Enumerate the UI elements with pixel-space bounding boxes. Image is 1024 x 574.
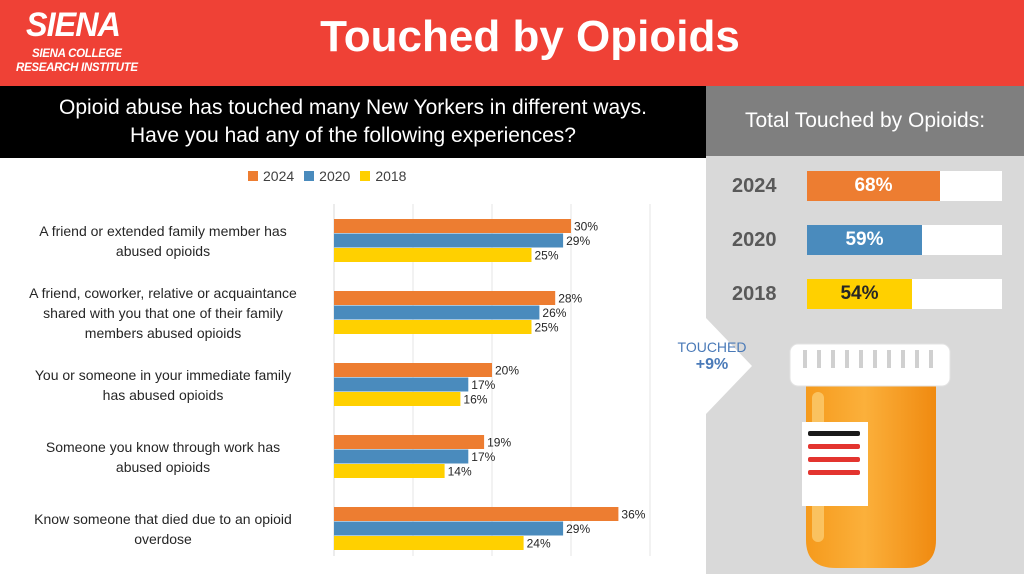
logo-subtitle-institute: RESEARCH INSTITUTE — [16, 62, 138, 74]
legend-label: 2018 — [375, 168, 407, 184]
arrow-shape — [706, 318, 752, 414]
total-row-2024: 2024 68% — [706, 171, 1024, 201]
data-label: 17% — [471, 378, 495, 392]
category-label-line: A friend or extended family member has — [39, 222, 287, 239]
bar-2020 — [334, 521, 564, 536]
category-label: You or someone in your immediate family h… — [2, 365, 324, 405]
total-bar-fill: 59% — [807, 225, 922, 255]
header-bar: SIENA SIENA COLLEGE RESEARCH INSTITUTE T… — [0, 0, 1024, 86]
totals-heading: Total Touched by Opioids: — [706, 86, 1024, 156]
legend-item-2018: 2018 — [360, 168, 406, 184]
page-title: Touched by Opioids — [320, 12, 740, 61]
data-label: 30% — [574, 220, 598, 234]
siena-logo: SIENA SIENA COLLEGE RESEARCH INSTITUTE — [14, 6, 138, 78]
category-label-line: members abused opioids — [84, 324, 242, 341]
bar-2024 — [334, 507, 619, 521]
total-row-2018: 2018 54% — [706, 279, 1024, 309]
bar-2020 — [334, 449, 469, 464]
category-label-line: You or someone in your immediate family — [34, 366, 292, 383]
data-label: 26% — [542, 306, 566, 320]
data-label: 25% — [535, 249, 559, 263]
category-label: Someone you know through work has abused … — [2, 437, 324, 477]
category-label-line: abused opioids — [115, 458, 211, 475]
category-label: A friend or extended family member has ab… — [2, 221, 324, 261]
data-label: 24% — [527, 537, 551, 551]
total-value-label: 59% — [845, 229, 884, 250]
category-label-line: Someone you know through work has — [45, 438, 281, 455]
data-label: 28% — [558, 292, 582, 306]
legend-label: 2024 — [263, 168, 295, 184]
bar-2020 — [334, 305, 540, 320]
total-row-2020: 2020 59% — [706, 225, 1024, 255]
bar-2018 — [334, 248, 532, 262]
bar-2020 — [334, 377, 469, 392]
category-label: Know someone that died due to an opioid o… — [2, 509, 324, 549]
bar-2018 — [334, 320, 532, 334]
data-label: 29% — [566, 522, 590, 536]
category-label-line: has abused opioids — [102, 386, 224, 403]
chart-legend: 2024 2020 2018 — [248, 168, 406, 184]
total-bar-track: 54% — [807, 279, 1002, 309]
data-label: 20% — [495, 364, 519, 378]
total-year-label: 2018 — [732, 283, 777, 305]
legend-swatch — [248, 171, 258, 181]
category-label-line: Know someone that died due to an opioid — [34, 510, 292, 527]
legend-item-2024: 2024 — [248, 168, 294, 184]
legend-item-2020: 2020 — [304, 168, 350, 184]
logo-subtitle-college: SIENA COLLEGE — [32, 48, 122, 60]
total-bar-track: 68% — [807, 171, 1002, 201]
data-label: 36% — [621, 508, 645, 522]
bar-2018 — [334, 464, 445, 478]
legend-swatch — [304, 171, 315, 181]
total-year-label: 2024 — [732, 175, 777, 197]
data-label: 19% — [487, 436, 511, 450]
data-label: 25% — [535, 321, 559, 335]
touched-label: TOUCHED — [677, 339, 747, 355]
bar-2018 — [334, 536, 524, 550]
total-bar-fill: 68% — [807, 171, 940, 201]
category-label-line: A friend, coworker, relative or acquaint… — [29, 284, 297, 301]
total-year-label: 2020 — [732, 229, 777, 251]
question-banner: Opioid abuse has touched many New Yorker… — [0, 86, 706, 158]
question-line-2: Have you had any of the following experi… — [130, 124, 576, 147]
bar-2024 — [334, 291, 556, 305]
bar-2024 — [334, 219, 571, 233]
bar-2018 — [334, 392, 461, 406]
total-value-label: 54% — [840, 283, 879, 304]
category-label-line: shared with you that one of their family — [43, 304, 283, 321]
data-label: 14% — [448, 465, 472, 479]
logo-wordmark: SIENA — [26, 6, 121, 44]
total-bar-fill: 54% — [807, 279, 912, 309]
total-bar-track: 59% — [807, 225, 1002, 255]
bar-2024 — [334, 363, 492, 377]
touched-change-callout: TOUCHED +9% — [668, 338, 756, 374]
data-label: 29% — [566, 234, 590, 248]
category-label-line: abused opioids — [115, 242, 211, 259]
legend-swatch — [360, 171, 371, 181]
total-value-label: 68% — [854, 175, 893, 196]
category-label: A friend, coworker, relative or acquaint… — [2, 283, 324, 343]
data-label: 16% — [463, 393, 487, 407]
question-line-1: Opioid abuse has touched many New Yorker… — [59, 96, 647, 119]
bar-2020 — [334, 233, 564, 248]
data-label: 17% — [471, 450, 495, 464]
bar-2024 — [334, 435, 485, 449]
category-label-line: overdose — [134, 530, 192, 547]
legend-label: 2020 — [319, 168, 351, 184]
touched-delta: +9% — [695, 356, 729, 373]
